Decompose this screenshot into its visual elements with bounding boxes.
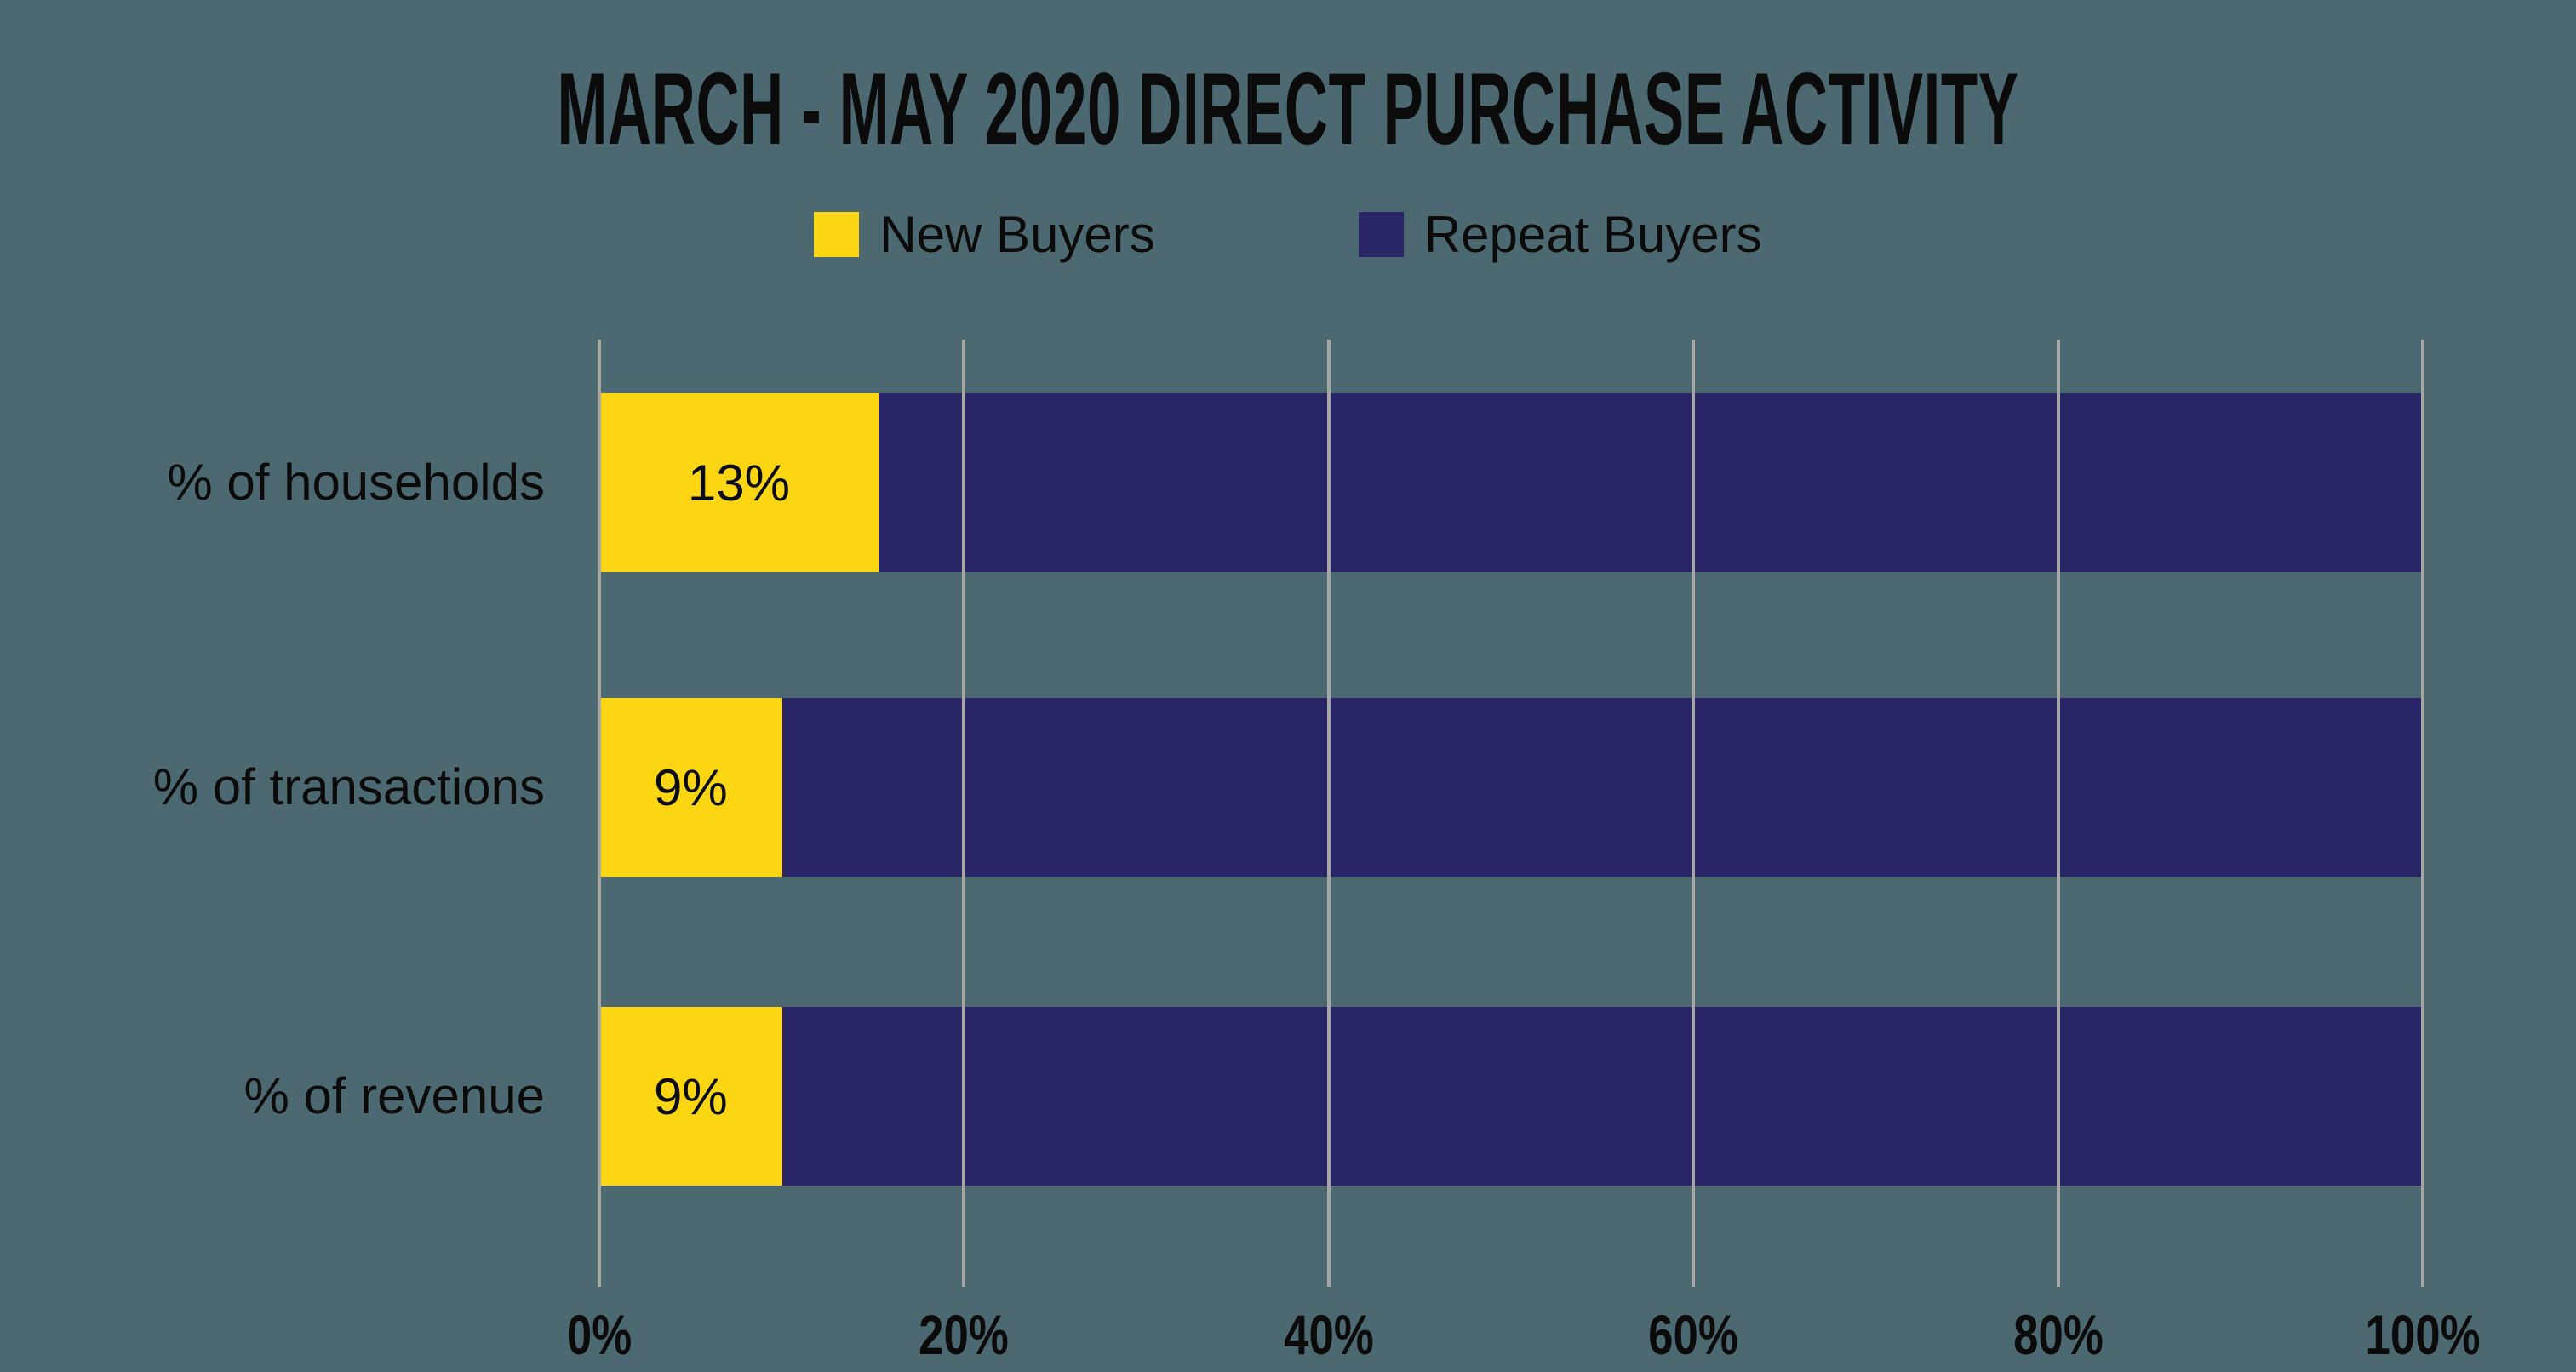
- x-tick-label-80: 80%: [2013, 1303, 2104, 1366]
- bar-row-households: 13%: [599, 393, 2423, 572]
- gridline-100: [2421, 340, 2424, 1287]
- gridline-60: [1692, 340, 1695, 1287]
- category-label-revenue: % of revenue: [243, 1067, 545, 1124]
- bar-segment-new-buyers: 13%: [599, 393, 879, 572]
- bar-row-transactions: 9%: [599, 698, 2423, 877]
- bar-segment-repeat-buyers: [781, 1007, 2423, 1186]
- x-tick-label-20: 20%: [919, 1303, 1009, 1366]
- gridline-20: [962, 340, 965, 1287]
- bar-row-revenue: 9%: [599, 1007, 2423, 1186]
- legend-swatch-repeat-buyers: [1358, 212, 1404, 257]
- legend-swatch-new-buyers: [814, 212, 860, 257]
- x-tick-label-100: 100%: [2365, 1303, 2481, 1366]
- gridline-80: [2057, 340, 2060, 1287]
- bar-segment-repeat-buyers: [781, 698, 2423, 877]
- category-label-households: % of households: [167, 454, 545, 511]
- category-label-transactions: % of transactions: [152, 758, 545, 815]
- legend: New Buyers Repeat Buyers: [0, 206, 2576, 263]
- bar-segment-new-buyers: 9%: [599, 1007, 782, 1186]
- bar-value-label: 13%: [687, 454, 791, 512]
- bar-value-label: 9%: [653, 758, 728, 816]
- bar-segment-repeat-buyers: [878, 393, 2423, 572]
- legend-item-new-buyers: New Buyers: [814, 206, 1155, 263]
- x-tick-label-60: 60%: [1648, 1303, 1738, 1366]
- gridline-40: [1327, 340, 1331, 1287]
- legend-label-new-buyers: New Buyers: [879, 206, 1155, 263]
- plot-area: 13% 9% 9%: [598, 0, 2424, 1372]
- gridline-0: [598, 340, 601, 1287]
- x-tick-label-40: 40%: [1284, 1303, 1374, 1366]
- bar-segment-new-buyers: 9%: [599, 698, 782, 877]
- legend-item-repeat-buyers: Repeat Buyers: [1358, 206, 1762, 263]
- x-tick-label-0: 0%: [566, 1303, 633, 1366]
- legend-label-repeat-buyers: Repeat Buyers: [1423, 206, 1762, 263]
- bar-value-label: 9%: [653, 1067, 728, 1125]
- chart-title: MARCH - MAY 2020 DIRECT PURCHASE ACTIVIT…: [557, 52, 2019, 166]
